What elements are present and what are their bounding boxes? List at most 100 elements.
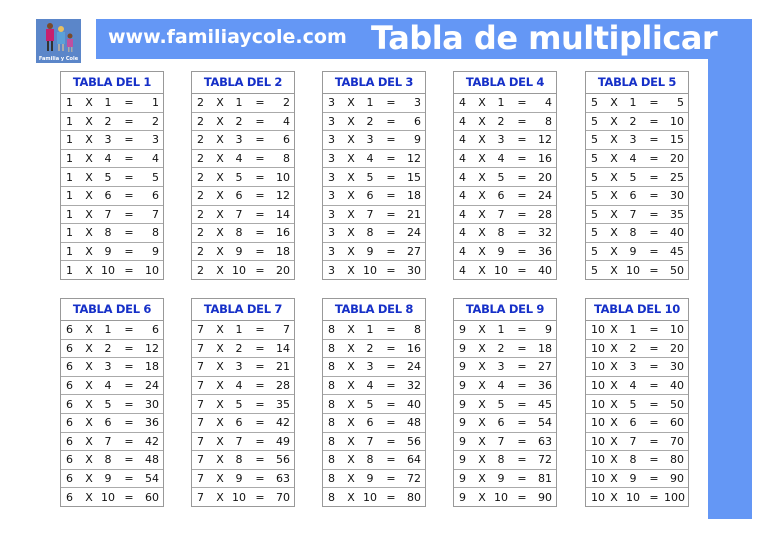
cell: = [255, 416, 265, 430]
cell: X [610, 379, 618, 393]
cell: 30 [670, 360, 684, 374]
cell: 16 [538, 152, 552, 166]
table-row: 8 X 5 = 40 [323, 395, 425, 414]
cell: = [386, 416, 396, 430]
cell: X [610, 245, 618, 259]
cell: 2 [104, 114, 112, 128]
table-row: 3 X 6 = 18 [323, 187, 425, 206]
cell: 20 [670, 341, 684, 355]
cell: X [610, 133, 618, 147]
table-row: 6 X 4 = 24 [61, 377, 163, 396]
cell: = [649, 133, 659, 147]
table-title: TABLA DEL 2 [192, 72, 294, 94]
cell: X [216, 133, 224, 147]
table-row: 1 X 3 = 3 [61, 131, 163, 150]
cell: 6 [66, 397, 73, 411]
cell: = [649, 189, 659, 203]
logo: Familia y Cole [36, 19, 81, 63]
cell: 9 [497, 245, 505, 259]
table-row: 7 X 4 = 28 [192, 377, 294, 396]
cell: 4 [459, 152, 466, 166]
cell: 8 [366, 226, 374, 240]
table-row: 4 X 9 = 36 [454, 243, 556, 262]
cell: = [255, 170, 265, 184]
table-row: 5 X 1 = 5 [586, 94, 688, 113]
table-row: 7 X 9 = 63 [192, 470, 294, 489]
cell: 9 [459, 453, 466, 467]
table-row: 7 X 5 = 35 [192, 395, 294, 414]
cell: 1 [366, 96, 374, 110]
cell: = [517, 245, 527, 259]
cell: 10 [276, 170, 290, 184]
cell: = [649, 341, 659, 355]
table-row: 10 X 3 = 30 [586, 358, 688, 377]
cell: X [478, 133, 486, 147]
cell: = [386, 170, 396, 184]
cell: X [478, 472, 486, 486]
cell: = [517, 133, 527, 147]
cell: = [124, 323, 134, 337]
cell: 4 [283, 114, 290, 128]
cell: 3 [235, 133, 243, 147]
cell: 4 [459, 114, 466, 128]
cell: X [216, 379, 224, 393]
cell: 2 [197, 207, 204, 221]
cell: X [85, 96, 93, 110]
cell: 4 [235, 152, 243, 166]
cell: 56 [407, 434, 421, 448]
cell: X [610, 170, 618, 184]
cell: 6 [152, 189, 159, 203]
cell: = [517, 189, 527, 203]
cell: X [85, 133, 93, 147]
cell: 36 [538, 379, 552, 393]
cell: X [85, 189, 93, 203]
table-title: TABLA DEL 1 [61, 72, 163, 94]
table-row: 10 X 10 = 100 [586, 488, 688, 506]
cell: = [386, 114, 396, 128]
cell: 7 [197, 341, 204, 355]
cell: 30 [407, 263, 421, 277]
cell: 10 [363, 490, 377, 504]
cell: X [610, 96, 618, 110]
cell: 2 [629, 341, 637, 355]
cell: 7 [197, 360, 204, 374]
cell: X [216, 263, 224, 277]
cell: 9 [459, 341, 466, 355]
site-url[interactable]: www.familiaycole.com [108, 26, 347, 48]
cell: = [649, 360, 659, 374]
table-row: 5 X 3 = 15 [586, 131, 688, 150]
table-row: 8 X 7 = 56 [323, 433, 425, 452]
cell: X [85, 152, 93, 166]
cell: 6 [104, 189, 112, 203]
cell: X [610, 472, 618, 486]
cell: 2 [283, 96, 290, 110]
cell: 6 [104, 416, 112, 430]
cell: 10 [670, 114, 684, 128]
cell: = [124, 472, 134, 486]
table-row: 3 X 8 = 24 [323, 224, 425, 243]
cell: X [478, 360, 486, 374]
multiplication-table-1: TABLA DEL 1 1 X 1 = 1 1 X 2 = 2 1 X 3 = 3 1 X 4 = 4 1 X 5 = 5 1 X 6 =… [60, 71, 164, 280]
cell: 9 [629, 245, 637, 259]
cell: = [517, 490, 527, 504]
table-row: 8 X 9 = 72 [323, 470, 425, 489]
cell: 10 [591, 416, 605, 430]
cell: 5 [591, 263, 598, 277]
cell: 5 [104, 397, 112, 411]
cell: 10 [363, 263, 377, 277]
cell: X [347, 189, 355, 203]
cell: 7 [197, 416, 204, 430]
cell: 1 [104, 96, 112, 110]
cell: X [478, 416, 486, 430]
cell: X [478, 96, 486, 110]
cell: 8 [104, 453, 112, 467]
cell: 6 [283, 133, 290, 147]
cell: 10 [626, 490, 640, 504]
cell: 6 [66, 360, 73, 374]
cell: = [124, 152, 134, 166]
cell: 60 [145, 490, 159, 504]
multiplication-table-7: TABLA DEL 7 7 X 1 = 7 7 X 2 = 14 7 X 3 = 21 7 X 4 = 28 7 X 5 = 35… [191, 298, 295, 507]
table-row: 5 X 9 = 45 [586, 243, 688, 262]
cell: 3 [328, 207, 335, 221]
cell: 8 [629, 226, 637, 240]
